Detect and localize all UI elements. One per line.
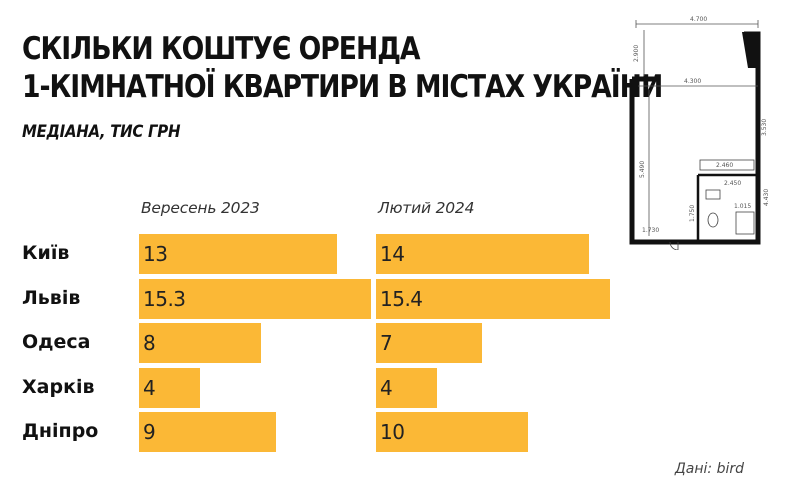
plan-dim-bath-height: 1.750 bbox=[689, 205, 696, 222]
bar-value-label: 14 bbox=[380, 242, 405, 266]
title-line-1: СКІЛЬКИ КОШТУЄ ОРЕНДА bbox=[22, 31, 421, 67]
bar-feb-2024: 15.4 bbox=[376, 278, 610, 319]
bar-feb-2024: 4 bbox=[376, 367, 437, 408]
bar-value-label: 13 bbox=[143, 242, 168, 266]
series-header-feb-2024: Лютий 2024 bbox=[378, 199, 475, 217]
plan-dim-bath-right: 4.430 bbox=[763, 189, 770, 206]
bar-value-label: 4 bbox=[143, 375, 156, 400]
bar-sep-2023: 13 bbox=[139, 234, 337, 274]
plan-dim-left: 5.490 bbox=[639, 161, 646, 178]
chart-subtitle: МЕДІАНА, ТИС ГРН bbox=[22, 122, 181, 142]
plan-dim-bath: 2.450 bbox=[724, 180, 741, 187]
plan-dim-inner-top: 4.300 bbox=[684, 78, 701, 85]
plan-dim-shower: 1.015 bbox=[734, 203, 751, 210]
bar-value-label: 10 bbox=[380, 420, 405, 444]
category-label: Дніпро bbox=[22, 420, 99, 442]
bar-value-label: 15.4 bbox=[380, 286, 423, 311]
bar-value-label: 7 bbox=[380, 331, 393, 355]
apartment-floorplan-icon: 4.700 2.900 4.300 3.530 5.490 2.460 2.45… bbox=[629, 16, 770, 250]
category-label: Одеса bbox=[22, 331, 91, 353]
bar-sep-2023: 9 bbox=[139, 412, 276, 452]
bar-feb-2024: 7 bbox=[376, 323, 482, 363]
chart-title: СКІЛЬКИ КОШТУЄ ОРЕНДА 1-КІМНАТНОЇ КВАРТИ… bbox=[22, 30, 663, 106]
bar-feb-2024: 14 bbox=[376, 234, 589, 274]
bar-sep-2023: 8 bbox=[139, 323, 261, 363]
bar-value-label: 15.3 bbox=[143, 286, 186, 311]
bar-value-label: 9 bbox=[143, 420, 156, 444]
category-label: Київ bbox=[22, 242, 70, 264]
plan-dim-top: 4.700 bbox=[690, 16, 707, 23]
bar-value-label: 4 bbox=[380, 375, 393, 400]
plan-dim-left-upper: 2.900 bbox=[633, 45, 640, 62]
plan-dim-kitchen: 2.460 bbox=[716, 162, 733, 169]
bar-sep-2023: 4 bbox=[139, 367, 200, 408]
plan-dim-right: 3.530 bbox=[761, 119, 768, 136]
bar-feb-2024: 10 bbox=[376, 412, 528, 452]
category-label: Харків bbox=[22, 375, 95, 398]
series-header-sep-2023: Вересень 2023 bbox=[141, 199, 260, 217]
bar-sep-2023: 15.3 bbox=[139, 278, 371, 319]
title-line-2: 1-КІМНАТНОЇ КВАРТИРИ В МІСТАХ УКРАЇНИ bbox=[22, 69, 663, 105]
bar-value-label: 8 bbox=[143, 331, 156, 355]
plan-dim-bottom: 1.730 bbox=[642, 227, 659, 234]
data-source: Дані: bird bbox=[674, 461, 744, 477]
category-label: Львів bbox=[22, 286, 81, 309]
